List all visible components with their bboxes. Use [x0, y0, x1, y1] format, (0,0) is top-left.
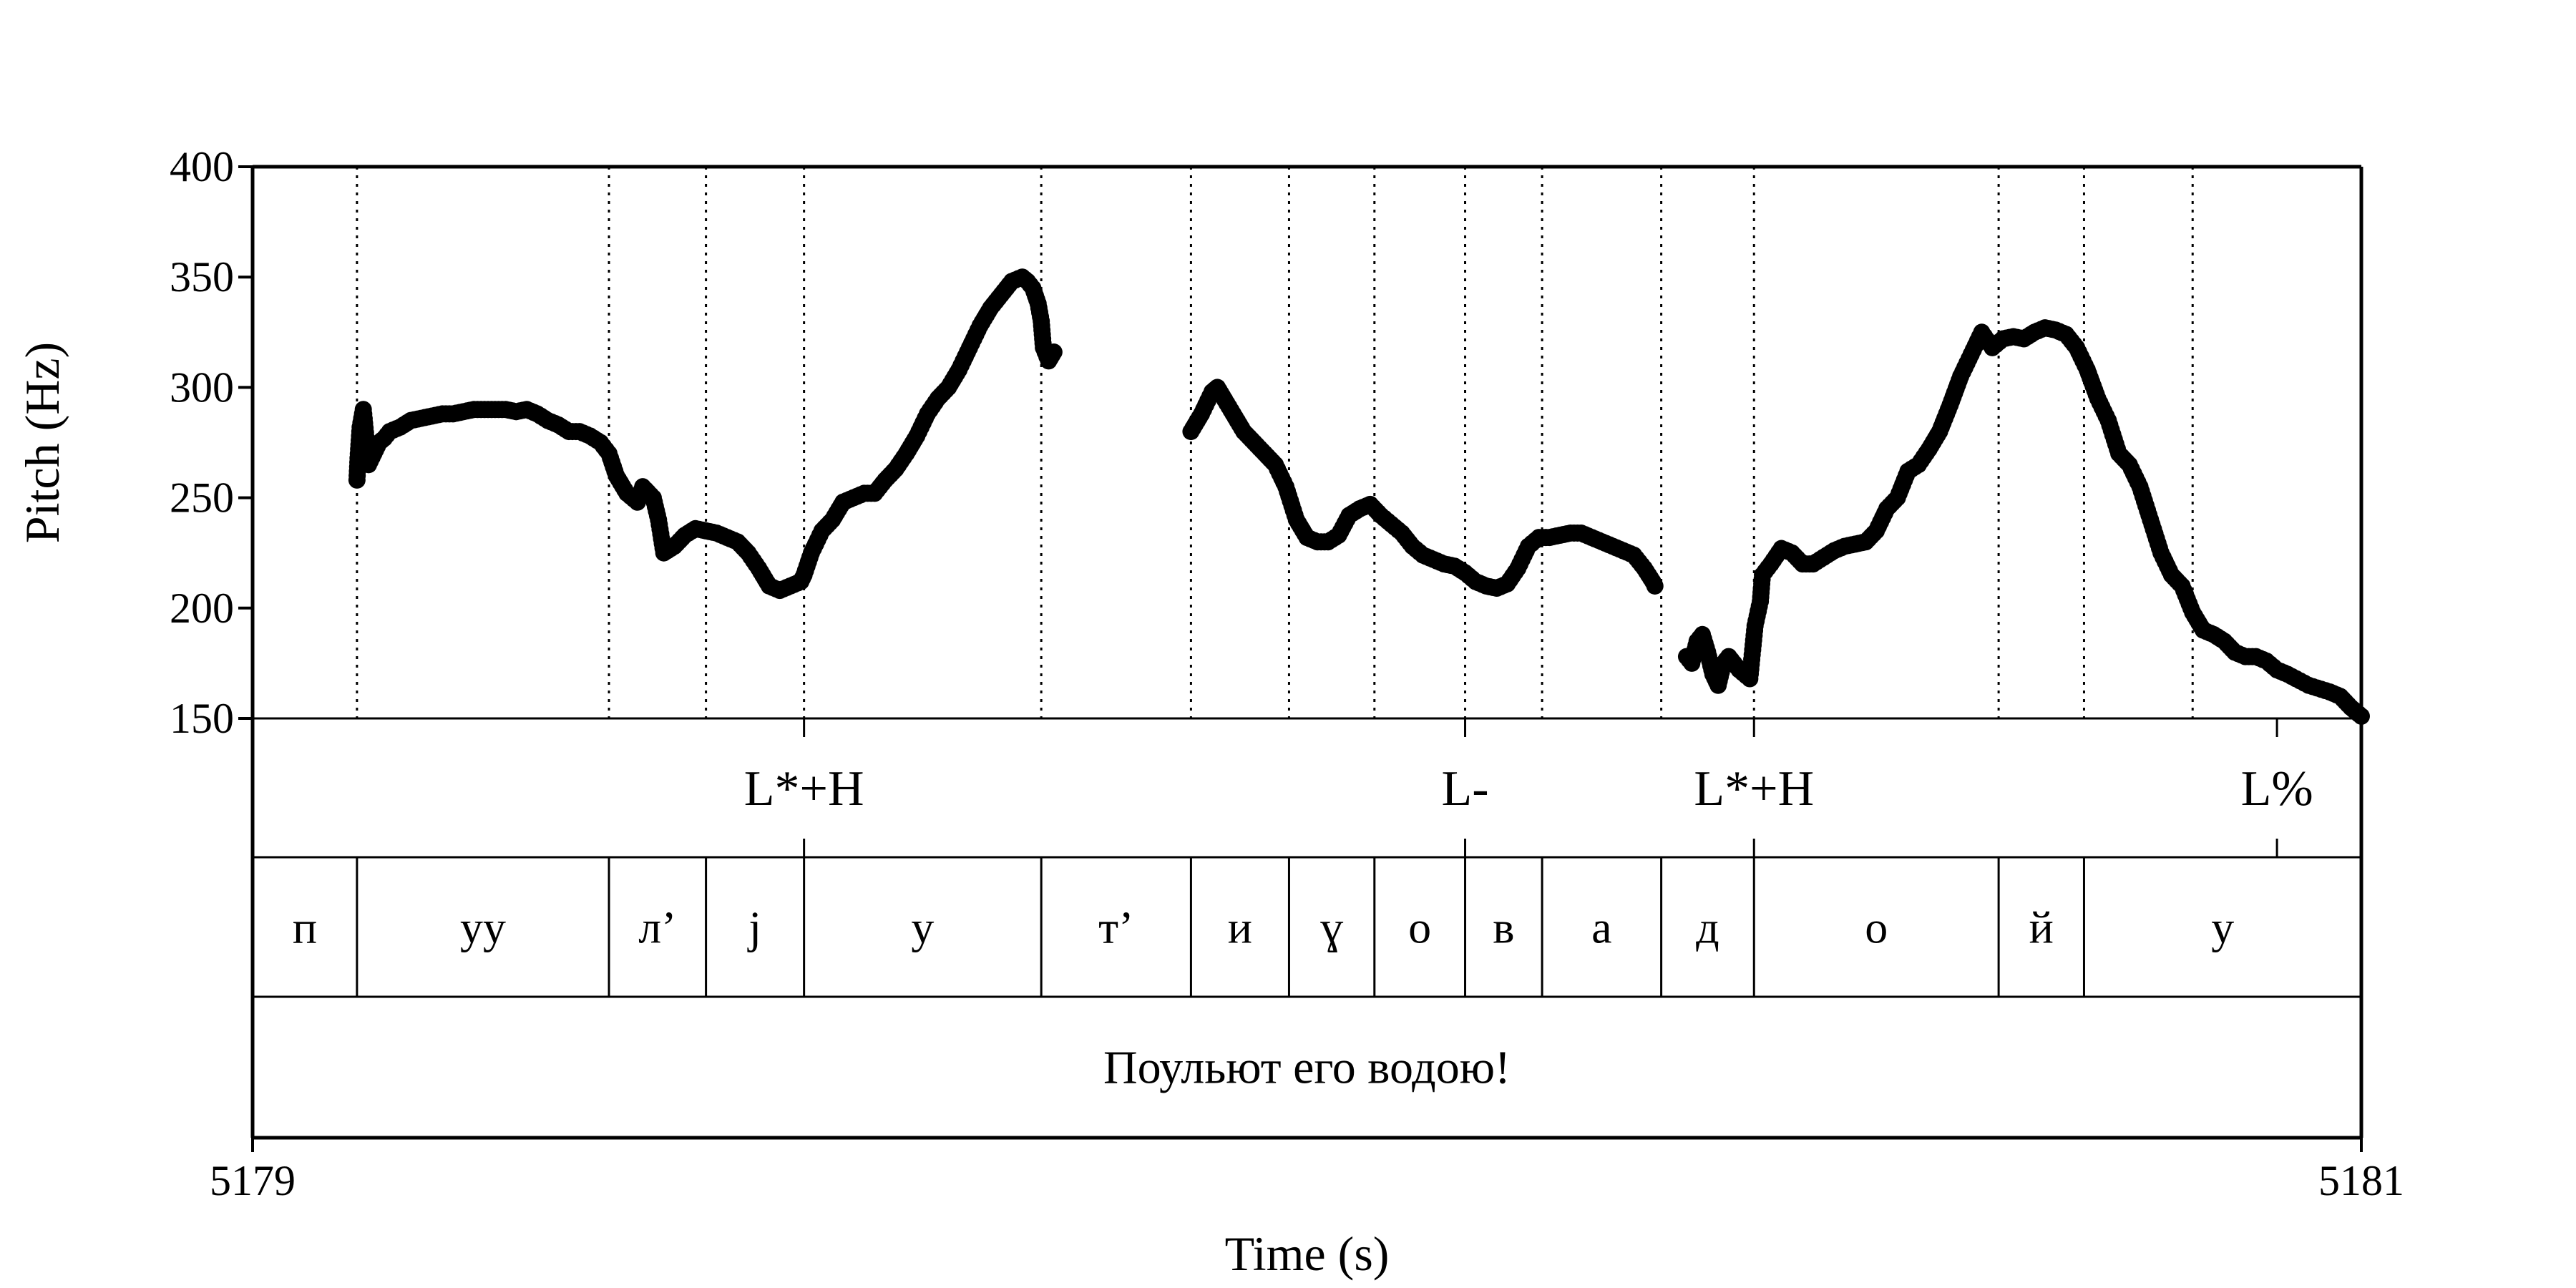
segment-label: а — [1591, 902, 1611, 953]
segment-label: т’ — [1098, 902, 1133, 953]
segment-label: у — [911, 902, 934, 953]
segment-label: и — [1228, 902, 1252, 953]
segment-label: уу — [460, 902, 506, 953]
pitch-point — [1045, 343, 1063, 361]
y-tick-label: 400 — [170, 143, 234, 190]
segment-label: ɣ — [1320, 902, 1343, 953]
pitch-point — [1646, 577, 1664, 595]
segment-label: д — [1696, 902, 1719, 953]
y-axis-label: Pitch (Hz) — [15, 342, 69, 543]
tone-label: L- — [1441, 761, 1488, 816]
segment-label: у — [2211, 902, 2234, 953]
segment-label: в — [1493, 902, 1514, 953]
tone-label: L*+H — [744, 761, 864, 816]
tone-tier: L*+H L- L*+H L% — [744, 718, 2313, 857]
tier-frames — [250, 165, 2363, 1140]
segment-label: о — [1408, 902, 1431, 953]
y-tick-label: 250 — [170, 474, 234, 522]
x-axis-ticks: 5179 5181 — [210, 1138, 2404, 1204]
segment-boundary-lines — [356, 167, 2194, 718]
utterance-tier: Поульют его водою! — [1103, 1042, 1511, 1094]
utterance-text: Поульют его водою! — [1103, 1042, 1511, 1094]
y-tick-label: 150 — [170, 695, 234, 742]
y-axis-ticks: 150 200 250 300 350 400 — [170, 143, 253, 742]
segment-label: й — [2029, 902, 2054, 953]
segment-label: о — [1865, 902, 1888, 953]
x-axis-label: Time (s) — [1225, 1226, 1390, 1281]
y-tick-label: 350 — [170, 253, 234, 301]
segment-tier: п уу л’ j у т’ и ɣ о в а д о й у — [293, 857, 2234, 997]
segment-label: j — [747, 902, 761, 953]
tone-label: L*+H — [1694, 761, 1814, 816]
segment-label: л’ — [638, 902, 676, 953]
x-tick-label: 5179 — [210, 1157, 296, 1204]
tone-label: L% — [2241, 761, 2313, 816]
segment-label: п — [293, 902, 317, 953]
y-tick-label: 300 — [170, 364, 234, 411]
pitch-points — [348, 268, 2370, 725]
y-tick-label: 200 — [170, 585, 234, 632]
x-tick-label: 5181 — [2318, 1157, 2404, 1204]
